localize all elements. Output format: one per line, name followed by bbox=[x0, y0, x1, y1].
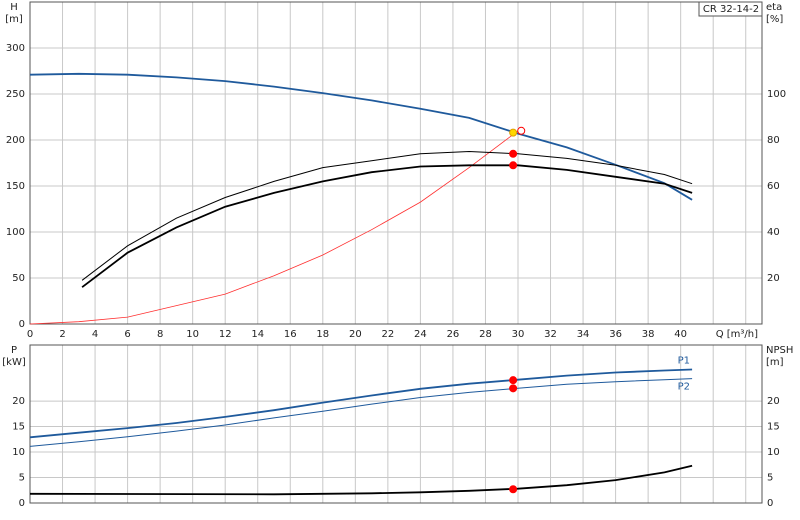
operating-point bbox=[509, 161, 518, 170]
operating-point bbox=[509, 376, 518, 385]
y-tick-label: 20 bbox=[12, 396, 25, 407]
y-tick-label: 0 bbox=[19, 498, 25, 509]
x-tick-label: 2 bbox=[59, 329, 65, 340]
y2-tick-label: 0 bbox=[767, 498, 773, 509]
series-line bbox=[81, 164, 693, 288]
operating-point bbox=[517, 126, 526, 135]
x-tick-label: 32 bbox=[544, 329, 557, 340]
x-tick-label: 40 bbox=[674, 329, 687, 340]
plot-frame bbox=[29, 344, 763, 504]
x-tick-label: 38 bbox=[642, 329, 655, 340]
series-line bbox=[81, 150, 693, 281]
series-line bbox=[29, 72, 693, 201]
series-line bbox=[29, 368, 693, 439]
y2-tick-label: 10 bbox=[767, 447, 780, 458]
y-axis-unit: [m] bbox=[5, 14, 23, 25]
series-label: P1 bbox=[678, 355, 690, 366]
model-box bbox=[698, 1, 763, 17]
y2-tick-label: 80 bbox=[767, 135, 780, 146]
series-line bbox=[29, 464, 693, 496]
x-tick-label: 36 bbox=[609, 329, 622, 340]
x-tick-label: 24 bbox=[414, 329, 427, 340]
y-tick-label: 10 bbox=[12, 447, 25, 458]
x-axis-label: Q [m³/h] bbox=[716, 329, 758, 340]
x-tick-label: 30 bbox=[512, 329, 525, 340]
y2-tick-label: 20 bbox=[767, 273, 780, 284]
y2-axis-unit: [%] bbox=[766, 14, 783, 25]
x-tick-label: 4 bbox=[92, 329, 98, 340]
y2-axis-unit: [m] bbox=[766, 357, 784, 368]
x-tick-label: 34 bbox=[577, 329, 590, 340]
y-axis-label: H bbox=[10, 2, 18, 13]
x-tick-label: 0 bbox=[27, 329, 33, 340]
y2-tick-label: 40 bbox=[767, 227, 780, 238]
x-tick-label: 14 bbox=[251, 329, 264, 340]
series-label: P2 bbox=[678, 382, 690, 393]
y-tick-label: 15 bbox=[12, 422, 25, 433]
y-tick-label: 0 bbox=[19, 319, 25, 330]
y-tick-label: 100 bbox=[6, 227, 25, 238]
y-tick-label: 300 bbox=[6, 43, 25, 54]
y-tick-label: 50 bbox=[12, 273, 25, 284]
y2-axis-label: NPSH bbox=[766, 345, 793, 356]
x-tick-label: 12 bbox=[219, 329, 232, 340]
y-tick-label: 150 bbox=[6, 181, 25, 192]
operating-point bbox=[509, 485, 518, 494]
x-tick-label: 26 bbox=[447, 329, 460, 340]
model-label: CR 32-14-2 bbox=[703, 4, 759, 15]
operating-point bbox=[509, 149, 518, 158]
operating-point bbox=[509, 384, 518, 393]
x-tick-label: 10 bbox=[186, 329, 199, 340]
x-tick-label: 20 bbox=[349, 329, 362, 340]
y-tick-label: 250 bbox=[6, 89, 25, 100]
y2-tick-label: 20 bbox=[767, 396, 780, 407]
y2-tick-label: 100 bbox=[767, 89, 786, 100]
y2-tick-label: 5 bbox=[767, 473, 773, 484]
x-tick-label: 16 bbox=[284, 329, 297, 340]
y2-axis-label: eta bbox=[766, 2, 782, 13]
y2-tick-label: 15 bbox=[767, 422, 780, 433]
x-tick-label: 6 bbox=[124, 329, 130, 340]
x-tick-label: 18 bbox=[316, 329, 329, 340]
y2-tick-label: 60 bbox=[767, 181, 780, 192]
series-line bbox=[29, 130, 519, 325]
x-tick-label: 8 bbox=[157, 329, 163, 340]
series-line bbox=[29, 378, 693, 447]
x-tick-label: 28 bbox=[479, 329, 492, 340]
x-tick-label: 22 bbox=[381, 329, 394, 340]
y-tick-label: 5 bbox=[19, 473, 25, 484]
y-axis-unit: [kW] bbox=[2, 357, 26, 368]
plot-frame bbox=[29, 1, 763, 325]
y-tick-label: 200 bbox=[6, 135, 25, 146]
y-axis-label: P bbox=[11, 345, 17, 356]
operating-point bbox=[509, 128, 518, 137]
